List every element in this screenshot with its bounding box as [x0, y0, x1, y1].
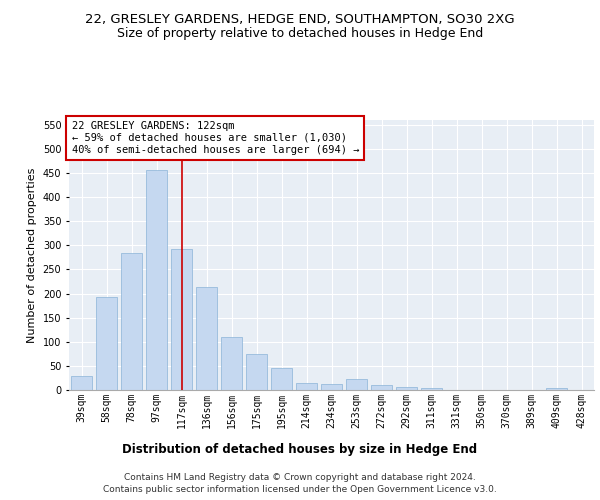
- Bar: [221, 337, 242, 390]
- Text: 22, GRESLEY GARDENS, HEDGE END, SOUTHAMPTON, SO30 2XG: 22, GRESLEY GARDENS, HEDGE END, SOUTHAMP…: [85, 12, 515, 26]
- Bar: [171, 248, 192, 390]
- Bar: [371, 385, 392, 390]
- Bar: [271, 368, 292, 390]
- Text: Distribution of detached houses by size in Hedge End: Distribution of detached houses by size …: [122, 442, 478, 456]
- Bar: [196, 288, 217, 390]
- Y-axis label: Number of detached properties: Number of detached properties: [27, 168, 37, 342]
- Bar: [421, 388, 442, 390]
- Text: Contains public sector information licensed under the Open Government Licence v3: Contains public sector information licen…: [103, 485, 497, 494]
- Bar: [121, 252, 142, 390]
- Bar: [96, 298, 117, 390]
- Bar: [246, 354, 267, 390]
- Bar: [546, 388, 567, 390]
- Text: Size of property relative to detached houses in Hedge End: Size of property relative to detached ho…: [117, 28, 483, 40]
- Text: Contains HM Land Registry data © Crown copyright and database right 2024.: Contains HM Land Registry data © Crown c…: [124, 472, 476, 482]
- Bar: [146, 170, 167, 390]
- Bar: [71, 376, 92, 390]
- Text: 22 GRESLEY GARDENS: 122sqm
← 59% of detached houses are smaller (1,030)
40% of s: 22 GRESLEY GARDENS: 122sqm ← 59% of deta…: [71, 122, 359, 154]
- Bar: [346, 380, 367, 390]
- Bar: [296, 383, 317, 390]
- Bar: [396, 387, 417, 390]
- Bar: [321, 384, 342, 390]
